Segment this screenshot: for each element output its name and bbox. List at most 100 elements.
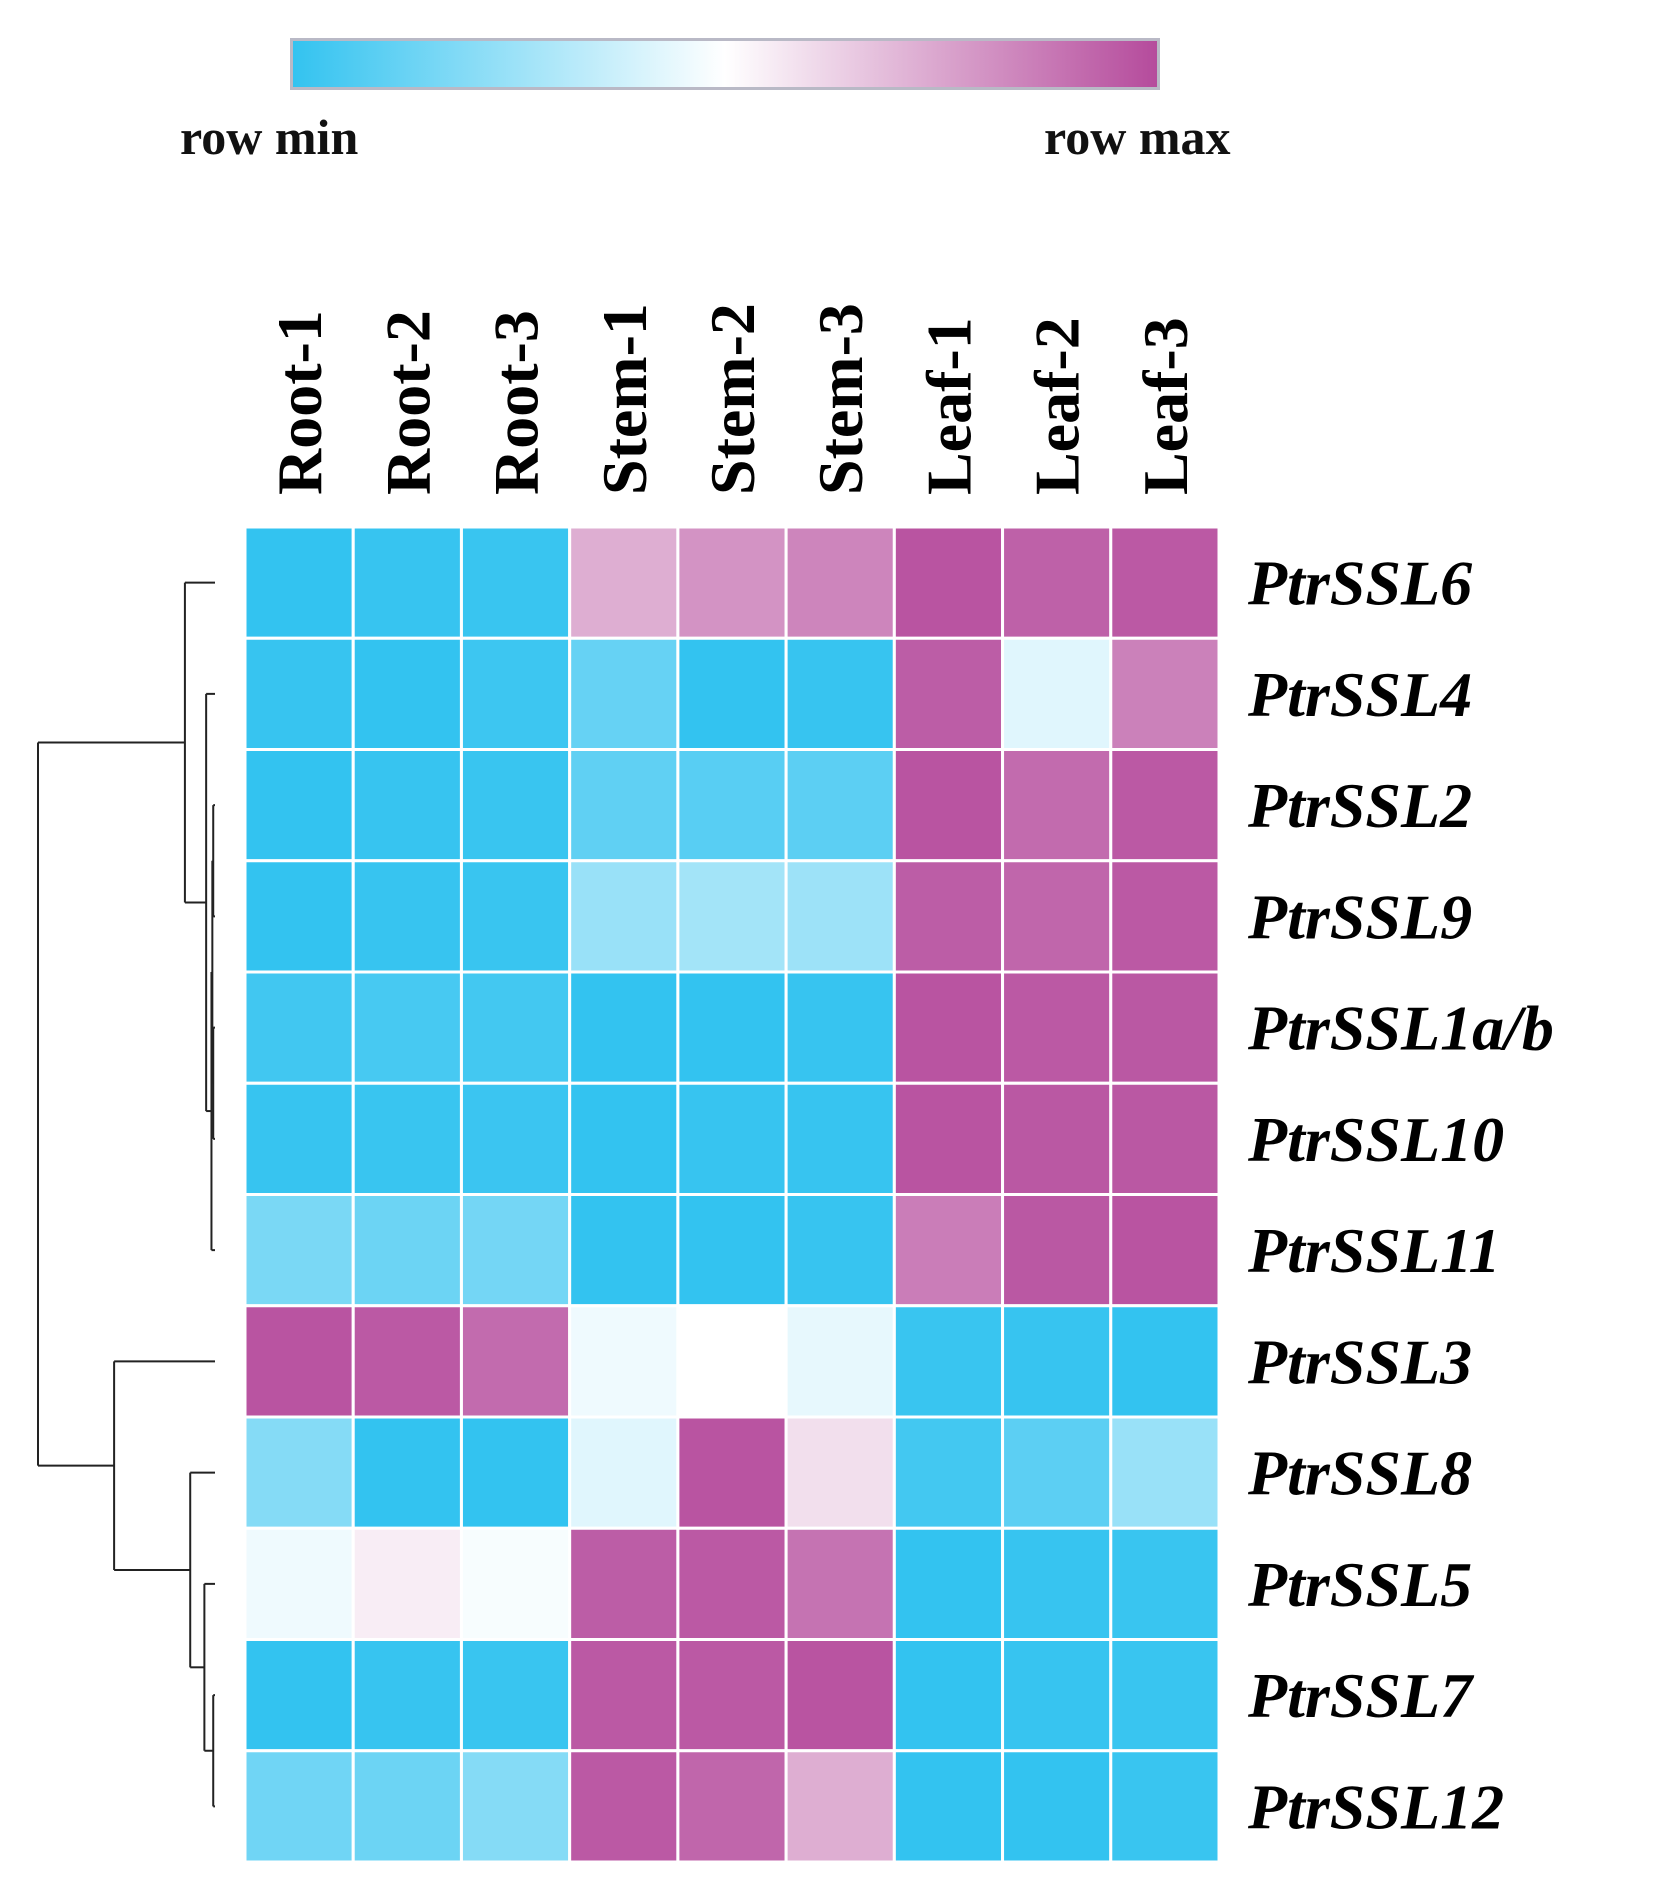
heatmap-cell — [676, 859, 788, 974]
heatmap-cell — [568, 1415, 680, 1530]
heatmap-cell — [784, 1304, 896, 1419]
heatmap-cell — [676, 525, 788, 640]
heatmap-cell — [459, 525, 572, 640]
heatmap-cell — [351, 1415, 463, 1530]
heatmap-cell — [459, 748, 572, 863]
column-label: Leaf-3 — [1130, 317, 1201, 495]
heatmap-cell — [892, 1526, 1005, 1641]
colorbar-min-label: row min — [180, 109, 359, 165]
heatmap-cell — [892, 1081, 1005, 1196]
heatmap-cell — [243, 1081, 355, 1196]
row-label: PtrSSL6 — [1247, 548, 1472, 619]
heatmap-cell — [1109, 1415, 1221, 1530]
heatmap-cell — [892, 636, 1005, 751]
heatmap-cell — [568, 636, 680, 751]
heatmap-cell — [784, 525, 896, 640]
heatmap-cell — [892, 1638, 1005, 1753]
heatmap-cell — [676, 1081, 788, 1196]
heatmap-cell — [892, 748, 1005, 863]
heatmap-cell — [351, 1081, 463, 1196]
heatmap-cell — [568, 1193, 680, 1308]
heatmap-cell — [568, 1081, 680, 1196]
heatmap-cell — [1109, 1749, 1221, 1864]
column-label: Root-3 — [481, 310, 552, 495]
heatmap-cell — [243, 1638, 355, 1753]
heatmap-cell — [1109, 1193, 1221, 1308]
heatmap-cell — [459, 1304, 572, 1419]
heatmap-cell — [1109, 1638, 1221, 1753]
heatmap-cell — [1109, 525, 1221, 640]
heatmap-cell — [243, 1193, 355, 1308]
heatmap-cell — [1109, 970, 1221, 1085]
heatmap-cell — [676, 748, 788, 863]
heatmap-cell — [676, 1526, 788, 1641]
heatmap-cell — [1109, 1304, 1221, 1419]
row-label: PtrSSL4 — [1247, 659, 1472, 730]
heatmap-cell — [1001, 748, 1113, 863]
heatmap-cell — [1001, 525, 1113, 640]
heatmap-cell — [784, 1526, 896, 1641]
heatmap-cell — [1109, 636, 1221, 751]
heatmap-cell — [892, 970, 1005, 1085]
row-label: PtrSSL8 — [1247, 1438, 1472, 1509]
heatmap-cell — [676, 1304, 788, 1419]
heatmap-cell — [568, 748, 680, 863]
heatmap-cell — [892, 1193, 1005, 1308]
heatmap-cell — [459, 970, 572, 1085]
heatmap-cell — [243, 748, 355, 863]
row-labels: PtrSSL6 PtrSSL4 PtrSSL2 PtrSSL9 PtrSSL1a/b Pt… — [1247, 548, 1554, 1843]
heatmap-cell — [784, 1081, 896, 1196]
row-label: PtrSSL2 — [1247, 770, 1472, 841]
heatmap-cell — [459, 636, 572, 751]
column-label: Leaf-2 — [1022, 317, 1093, 495]
heatmap-cell — [1001, 1081, 1113, 1196]
heatmap-cell — [1001, 970, 1113, 1085]
column-label: Root-1 — [264, 310, 335, 495]
column-label: Stem-1 — [589, 303, 660, 495]
heatmap-cell — [784, 636, 896, 751]
heatmap-cell — [568, 1638, 680, 1753]
row-label: PtrSSL5 — [1247, 1549, 1472, 1620]
heatmap-cell — [459, 1526, 572, 1641]
heatmap-cell — [1001, 636, 1113, 751]
heatmap-cell — [243, 1526, 355, 1641]
heatmap-cell — [351, 636, 463, 751]
heatmap-cell — [892, 1749, 1005, 1864]
heatmap-cell — [892, 1415, 1005, 1530]
heatmap-cell — [1109, 748, 1221, 863]
heatmap-cell — [568, 525, 680, 640]
column-label: Leaf-1 — [913, 317, 984, 495]
heatmap-cell — [676, 1415, 788, 1530]
heatmap-cell — [243, 970, 355, 1085]
heatmap-cell — [243, 859, 355, 974]
heatmap-cell — [784, 859, 896, 974]
heatmap-cell — [676, 1749, 788, 1864]
column-labels: Root-1 Root-2 Root-3 Stem-1 Stem-2 Stem-3 Leaf… — [264, 303, 1201, 495]
heatmap-cell — [568, 1749, 680, 1864]
heatmap-cell — [351, 1749, 463, 1864]
row-label: PtrSSL11 — [1247, 1215, 1501, 1286]
heatmap-cell — [892, 859, 1005, 974]
heatmap-cell — [351, 970, 463, 1085]
heatmap-cell — [459, 1749, 572, 1864]
column-label: Stem-2 — [697, 303, 768, 495]
heatmap-cell — [1001, 1304, 1113, 1419]
heatmap-cell — [459, 1415, 572, 1530]
heatmap-cell — [351, 1193, 463, 1308]
row-label: PtrSSL3 — [1247, 1326, 1472, 1397]
colorbar-max-label: row max — [1044, 109, 1231, 165]
heatmap-cell — [784, 1415, 896, 1530]
heatmap-cell — [1109, 1526, 1221, 1641]
heatmap-cell — [892, 525, 1005, 640]
heatmap-cell — [243, 1415, 355, 1530]
heatmap-cell — [568, 970, 680, 1085]
heatmap-cell — [784, 1193, 896, 1308]
column-label: Root-2 — [372, 310, 443, 495]
heatmap-cell — [676, 636, 788, 751]
heatmap-cell — [351, 525, 463, 640]
heatmap-cell — [1001, 1526, 1113, 1641]
heatmap-cell — [1001, 859, 1113, 974]
heatmap-cell — [892, 1304, 1005, 1419]
column-label: Stem-3 — [805, 303, 876, 495]
